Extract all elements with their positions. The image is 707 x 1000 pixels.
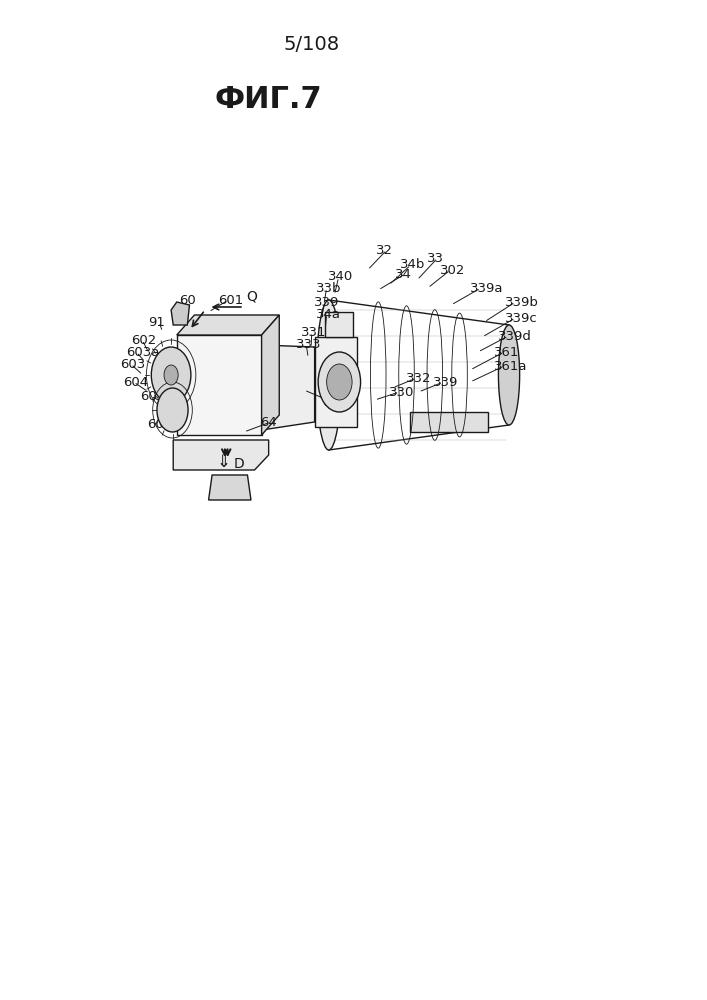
Text: 64: 64	[260, 416, 277, 428]
Text: 339a: 339a	[470, 282, 503, 294]
Polygon shape	[315, 337, 357, 427]
Circle shape	[164, 365, 178, 385]
Text: 601: 601	[218, 294, 243, 306]
Text: 32: 32	[376, 243, 393, 256]
Text: 361: 361	[493, 346, 519, 359]
Polygon shape	[177, 315, 279, 335]
Text: 34a: 34a	[316, 308, 341, 320]
Text: D: D	[233, 457, 244, 471]
Text: 33a: 33a	[327, 367, 352, 380]
Text: 34: 34	[395, 267, 411, 280]
Polygon shape	[410, 412, 488, 432]
Text: ⇓: ⇓	[216, 453, 230, 471]
Ellipse shape	[316, 300, 341, 450]
Text: 607: 607	[147, 418, 173, 430]
Text: 333: 333	[296, 338, 321, 351]
Text: 302: 302	[440, 263, 465, 276]
Polygon shape	[171, 302, 189, 325]
Text: 604: 604	[123, 375, 148, 388]
Polygon shape	[325, 312, 354, 337]
Text: 339: 339	[314, 296, 339, 308]
Text: Q: Q	[246, 290, 257, 304]
Text: 91: 91	[148, 316, 165, 328]
Polygon shape	[177, 335, 262, 435]
Circle shape	[318, 352, 361, 412]
Text: 339d: 339d	[498, 330, 532, 342]
Text: 5/108: 5/108	[283, 35, 339, 54]
Text: 605: 605	[140, 389, 165, 402]
Text: 340: 340	[328, 270, 354, 284]
Text: 331: 331	[301, 326, 327, 338]
Text: 339b: 339b	[505, 296, 539, 308]
Text: 608: 608	[322, 395, 347, 408]
Circle shape	[151, 347, 191, 403]
Polygon shape	[262, 315, 279, 435]
Text: 60: 60	[179, 294, 196, 307]
Ellipse shape	[498, 325, 520, 425]
Text: 332: 332	[406, 371, 431, 384]
Circle shape	[157, 388, 188, 432]
Polygon shape	[173, 440, 269, 470]
Text: 33: 33	[427, 251, 444, 264]
Text: 34b: 34b	[400, 258, 426, 271]
Text: 339c: 339c	[505, 312, 537, 324]
Text: 602: 602	[132, 334, 157, 347]
Text: 603: 603	[120, 358, 146, 370]
Text: 339: 339	[433, 375, 458, 388]
Circle shape	[327, 364, 352, 400]
Text: 33b: 33b	[316, 282, 341, 294]
Text: ФИГ.7: ФИГ.7	[215, 86, 322, 114]
Text: 330: 330	[389, 385, 414, 398]
Text: 361a: 361a	[493, 360, 527, 372]
Polygon shape	[209, 475, 251, 500]
Polygon shape	[262, 345, 315, 430]
Text: 603a: 603a	[126, 346, 159, 359]
